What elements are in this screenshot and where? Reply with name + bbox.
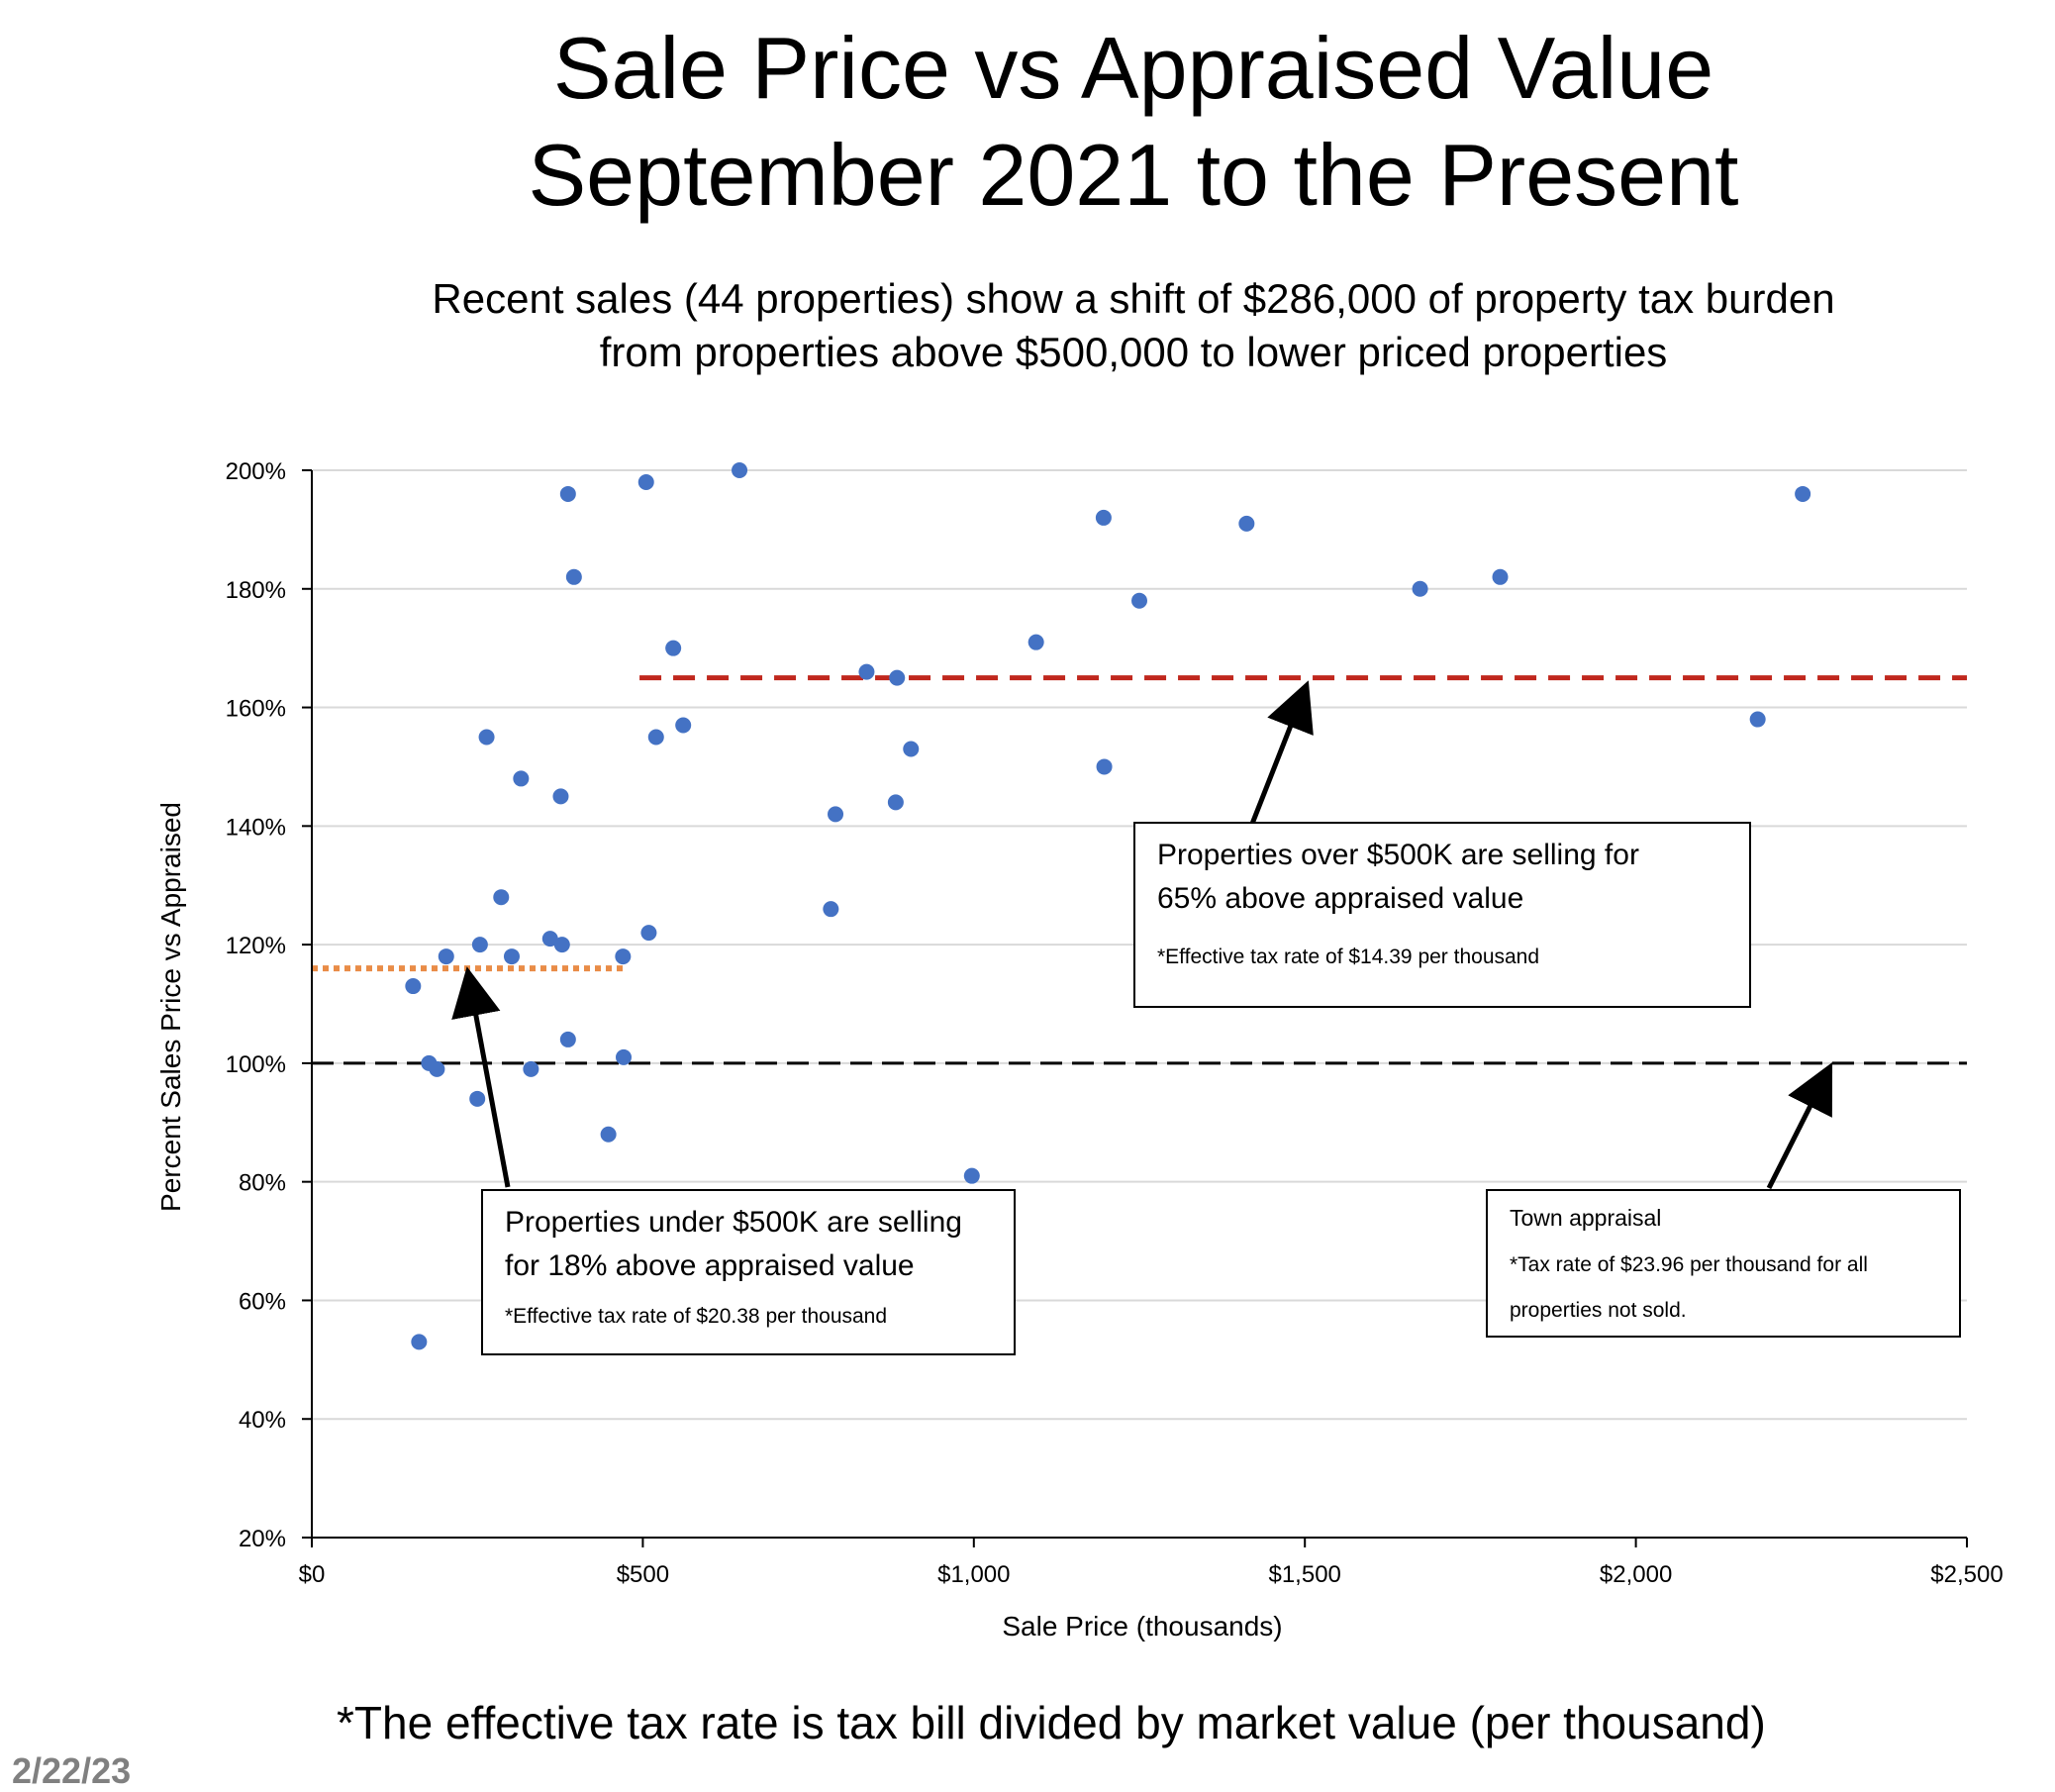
annotation-under-line2: for 18% above appraised value [505,1249,915,1282]
data-point [640,925,657,942]
axes [302,469,1968,1547]
data-point [523,1060,539,1077]
date-stamp: 2/22/23 [12,1750,132,1791]
annotation-town-note-line2: properties not sold. [1510,1299,1687,1322]
annotation-town-line1: Town appraisal [1510,1205,1662,1231]
data-point [559,1031,576,1047]
data-point [1096,758,1113,775]
arrow-under [451,966,511,1188]
annotation-town-appraisal: Town appraisal *Tax rate of $23.96 per t… [1486,1189,1961,1338]
data-point [889,669,906,686]
data-point [616,1048,633,1065]
y-tick-label: 160% [226,696,286,723]
data-point [637,473,654,490]
annotation-town-note-line1: *Tax rate of $23.96 per thousand for all [1510,1253,1868,1276]
chart-subtitle-line2: from properties above $500,000 to lower … [599,329,1668,375]
annotation-over-line2: 65% above appraised value [1157,882,1524,915]
annotation-under-line1: Properties under $500K are selling [505,1206,962,1239]
arrow-town [1766,1061,1833,1190]
chart-title-line1: Sale Price vs Appraised Value [552,19,1714,117]
data-point [471,937,488,953]
data-point [615,948,632,965]
y-tick-label: 200% [226,458,286,485]
annotation-arrows [451,680,1833,1190]
y-tick-label: 140% [226,814,286,841]
data-point [513,770,530,787]
annotation-under-500k: Properties under $500K are selling for 1… [481,1189,1016,1355]
data-point [1028,634,1044,650]
data-point [887,794,904,811]
y-tick-label: 40% [239,1407,286,1434]
data-point [903,741,920,757]
data-point [493,889,510,906]
data-point [1131,592,1147,609]
data-point [963,1167,980,1184]
y-tick-label: 100% [226,1051,286,1078]
data-point [405,978,422,995]
x-tick-label: $0 [299,1561,326,1588]
data-point [411,1334,428,1350]
chart-subtitle-line1: Recent sales (44 properties) show a shif… [432,275,1835,322]
x-tick-label: $500 [617,1561,669,1588]
data-point [600,1126,617,1143]
y-tick-label: 20% [239,1526,286,1552]
data-point [559,485,576,502]
data-point [552,788,569,805]
footnote: *The effective tax rate is tax bill divi… [337,1697,1766,1748]
data-point [1238,515,1255,532]
tick-labels: 20% 40% 60% 80% 100% 120% 140% 160% 180% 200% $0 $5… [226,458,2004,1588]
data-point [429,1060,445,1077]
x-tick-label: $1,000 [937,1561,1010,1588]
x-axis-label: Sale Price (thousands) [1002,1611,1282,1642]
data-point [503,948,520,965]
data-point [1095,509,1112,526]
data-point [469,1090,486,1107]
data-point [823,901,839,918]
data-point [732,462,748,478]
x-tick-label: $2,000 [1600,1561,1672,1588]
data-point [438,948,454,965]
chart-title-line2: September 2021 to the Present [528,126,1739,224]
data-point [1492,568,1509,585]
x-tick-label: $2,500 [1930,1561,2003,1588]
data-point [858,663,875,680]
data-point [828,806,844,823]
data-point [478,729,495,746]
y-tick-label: 180% [226,577,286,604]
data-point [1795,485,1811,502]
y-axis-label: Percent Sales Price vs Appraised [155,802,186,1212]
data-point [1412,580,1428,597]
data-point [675,717,692,734]
data-point [1749,711,1766,728]
data-point [647,729,664,746]
y-tick-label: 80% [239,1170,286,1197]
annotation-over-line1: Properties over $500K are selling for [1157,839,1639,871]
y-tick-label: 120% [226,933,286,959]
data-point [541,931,558,947]
data-points [405,462,1811,1350]
x-tick-label: $1,500 [1268,1561,1340,1588]
arrow-over [1249,680,1314,825]
annotation-over-note: *Effective tax rate of $14.39 per thousa… [1157,946,1540,968]
annotation-over-500k: Properties over $500K are selling for 65… [1133,822,1751,1008]
y-tick-label: 60% [239,1288,286,1315]
annotation-under-note: *Effective tax rate of $20.38 per thousa… [505,1305,888,1328]
data-point [553,937,570,953]
data-point [565,568,582,585]
data-point [665,640,682,656]
